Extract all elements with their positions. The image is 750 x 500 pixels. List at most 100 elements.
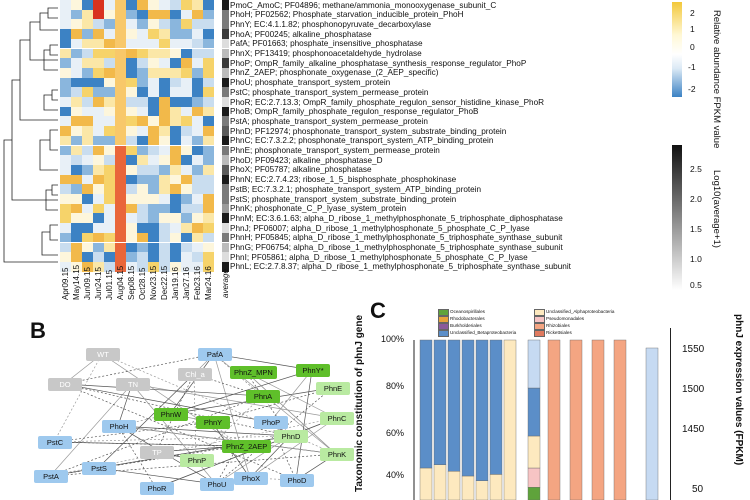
heatmap-cell	[159, 174, 170, 185]
heatmap-cell	[104, 48, 115, 59]
heatmap-cell	[115, 203, 126, 214]
heatmap-cell	[71, 223, 82, 233]
heatmap-cell	[192, 48, 203, 59]
heatmap-cell	[82, 242, 93, 253]
heatmap-cell	[126, 242, 137, 253]
legend-item: Rickettsiales	[546, 330, 572, 335]
heatmap-cell	[159, 223, 170, 233]
heatmap-cell	[126, 77, 137, 88]
heatmap-cell	[148, 126, 159, 136]
legend-item: Oceanospirillales	[450, 309, 485, 314]
heatmap-cell	[93, 145, 104, 156]
heatmap-cell	[203, 252, 214, 262]
legend-item: Rhodobacterales	[450, 316, 485, 321]
heatmap-cell	[192, 58, 203, 68]
column-label: Jul01.15	[105, 269, 114, 300]
y-tick-left: 40%	[385, 470, 404, 480]
network-edge	[63, 383, 271, 423]
network-node: PhnZ_2AEP	[222, 440, 272, 453]
heatmap-cell	[82, 38, 93, 49]
heatmap-cell	[104, 29, 115, 39]
heatmap-cell	[115, 87, 126, 97]
heatmap-grid	[60, 0, 214, 272]
heatmap-cell	[181, 19, 192, 30]
heatmap-cell	[93, 232, 104, 243]
heatmap-cell	[115, 0, 126, 10]
heatmap-cell	[148, 261, 159, 272]
gene-label: PhoR; EC:2.7.13.3; OmpR_family_phosphate…	[230, 97, 545, 107]
network-edge	[97, 467, 217, 485]
heatmap-cell	[104, 9, 115, 20]
heatmap-cell	[170, 223, 181, 233]
gene-label: PhoP; OmpR_family_alkaline_phosphatase_s…	[230, 58, 527, 68]
average-cell	[222, 48, 229, 59]
heatmap-cell	[192, 116, 203, 127]
heatmap-cell	[126, 232, 137, 243]
heatmap-cell	[170, 232, 181, 243]
heatmap-cell	[115, 184, 126, 194]
heatmap-cell	[159, 232, 170, 243]
heatmap-cell	[60, 77, 71, 88]
heatmap-cell	[115, 126, 126, 136]
heatmap-cell	[137, 232, 148, 243]
heatmap-cell	[104, 87, 115, 97]
heatmap-cell	[126, 155, 137, 165]
heatmap-cell	[181, 223, 192, 233]
heatmap-cell	[203, 19, 214, 30]
legend-item: Rhizobiales	[546, 323, 570, 328]
average-column	[222, 0, 229, 272]
average-cell	[222, 29, 229, 39]
heatmap-cell	[181, 232, 192, 243]
cbar-bottom-tick: 1.0	[690, 254, 702, 264]
heatmap-cell	[159, 203, 170, 214]
heatmap-cell	[137, 203, 148, 214]
heatmap-cell	[170, 87, 181, 97]
heatmap-cell	[192, 135, 203, 146]
heatmap-cell	[137, 145, 148, 156]
bar-segment	[475, 480, 489, 500]
heatmap-cell	[181, 252, 192, 262]
heatmap-cell	[71, 97, 82, 107]
panel-b-label: B	[30, 318, 46, 343]
heatmap-cell	[181, 184, 192, 194]
column-label: Aug04.15	[116, 265, 125, 300]
network-edge	[117, 425, 291, 437]
heatmap-cell	[159, 252, 170, 262]
heatmap-cell	[181, 164, 192, 175]
y-axis-title-left: Taxonomic constitution of phnJ gene	[354, 314, 365, 492]
heatmap-cell	[60, 0, 71, 10]
heatmap-cell	[126, 48, 137, 59]
network-edge	[215, 387, 333, 485]
heatmap-cell	[170, 242, 181, 253]
heatmap-cell	[159, 194, 170, 204]
legend-swatch	[438, 330, 449, 337]
heatmap-cell	[159, 67, 170, 78]
chart-c: Taxonomic constitution of phnJ gene 100%…	[340, 300, 750, 500]
network-node: PhoU	[200, 478, 234, 491]
heatmap-cell	[104, 116, 115, 127]
gene-label: PstB; EC:7.3.2.1; phosphate_transport_sy…	[230, 184, 482, 194]
network-edge	[155, 373, 195, 453]
heatmap-cell	[104, 242, 115, 253]
heatmap-cell	[148, 19, 159, 30]
cbar-bottom-tick: 2.5	[690, 164, 702, 174]
gene-label: PstS; phosphate_transport_system_substra…	[230, 194, 457, 204]
bar-plot	[413, 339, 659, 500]
gene-label: PhnL; EC:2.7.8.37; alpha_D_ribose_1_meth…	[230, 262, 571, 272]
column-label: Dec22.15	[160, 265, 169, 300]
heatmap-cell	[148, 97, 159, 107]
network-node: PhnC	[320, 412, 354, 425]
heatmap-cell	[60, 261, 71, 272]
network-edge	[97, 373, 195, 469]
heatmap-cell	[60, 67, 71, 78]
heatmap-cell	[137, 77, 148, 88]
bar-segment	[569, 339, 583, 500]
network-node: PhoR	[140, 482, 174, 495]
heatmap-cell	[115, 135, 126, 146]
column-label: Mar24.16	[204, 266, 213, 300]
average-cell	[222, 87, 229, 97]
heatmap-cell	[192, 77, 203, 88]
heatmap-cell	[104, 155, 115, 165]
gene-label: PhnN; EC:2.7.4.23; ribose_1_5_bisphospha…	[230, 175, 457, 185]
heatmap-cell	[137, 184, 148, 194]
